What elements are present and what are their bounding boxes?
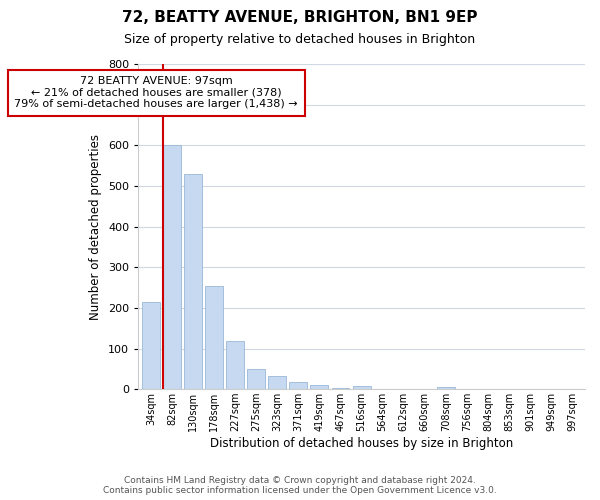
Bar: [163, 146, 181, 389]
Bar: [268, 376, 286, 389]
Text: 72, BEATTY AVENUE, BRIGHTON, BN1 9EP: 72, BEATTY AVENUE, BRIGHTON, BN1 9EP: [122, 10, 478, 25]
Text: 72 BEATTY AVENUE: 97sqm
← 21% of detached houses are smaller (378)
79% of semi-d: 72 BEATTY AVENUE: 97sqm ← 21% of detache…: [14, 76, 298, 110]
Y-axis label: Number of detached properties: Number of detached properties: [89, 134, 103, 320]
Bar: [205, 286, 223, 389]
Bar: [226, 341, 244, 389]
Bar: [247, 369, 265, 389]
Bar: [142, 302, 160, 389]
Text: Size of property relative to detached houses in Brighton: Size of property relative to detached ho…: [124, 32, 476, 46]
Bar: [184, 174, 202, 389]
Bar: [310, 385, 328, 389]
Bar: [437, 387, 455, 389]
Bar: [332, 388, 349, 389]
Bar: [353, 386, 371, 389]
Bar: [289, 382, 307, 389]
Text: Contains HM Land Registry data © Crown copyright and database right 2024.
Contai: Contains HM Land Registry data © Crown c…: [103, 476, 497, 495]
X-axis label: Distribution of detached houses by size in Brighton: Distribution of detached houses by size …: [210, 437, 513, 450]
